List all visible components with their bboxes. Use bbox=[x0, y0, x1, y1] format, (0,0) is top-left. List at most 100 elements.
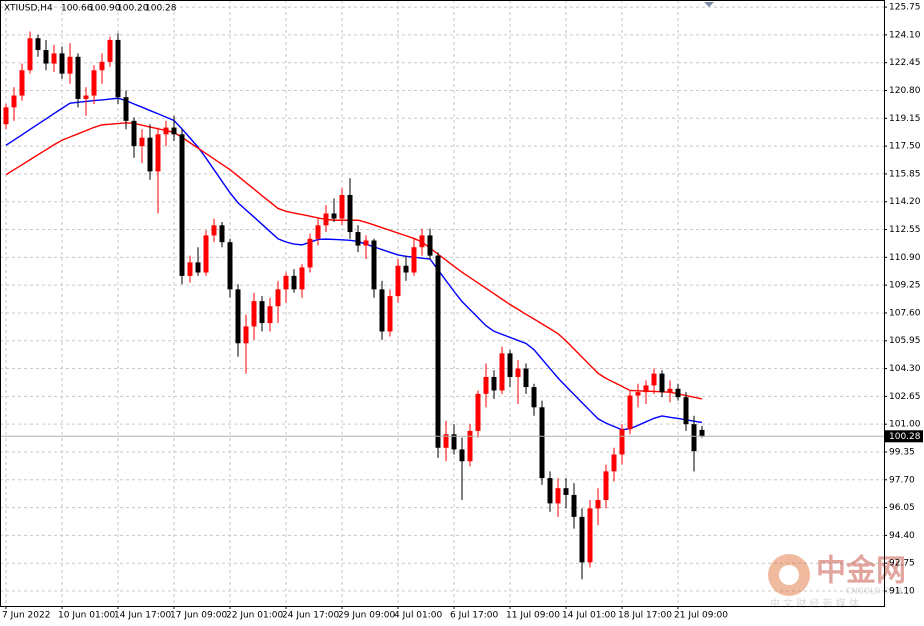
watermark-site: CNGOLD.COM bbox=[846, 587, 902, 596]
candle-body bbox=[571, 494, 577, 517]
candle-body bbox=[283, 275, 289, 290]
y-tick-label: 122.45 bbox=[889, 58, 921, 68]
last-price-box bbox=[885, 430, 923, 443]
moving-average bbox=[5, 97, 703, 431]
quote-close: 100.28 bbox=[145, 4, 177, 14]
x-tick-label: 22 Jun 01:00 bbox=[226, 611, 283, 621]
y-tick-label: 110.90 bbox=[889, 253, 921, 263]
candle-body bbox=[443, 434, 449, 448]
candle-body bbox=[683, 397, 689, 425]
candle-body bbox=[19, 70, 25, 96]
candle-body bbox=[91, 70, 97, 96]
candle-body bbox=[467, 430, 473, 462]
y-tick-label: 114.20 bbox=[889, 197, 921, 207]
watermark-logo-inner bbox=[779, 565, 799, 585]
watermark-logo bbox=[768, 554, 810, 596]
candle-body bbox=[587, 508, 593, 563]
y-tick-label: 102.65 bbox=[889, 392, 921, 402]
candle-body bbox=[531, 387, 537, 408]
candle-body bbox=[419, 235, 425, 248]
x-tick-label: 18 Jul 17:00 bbox=[618, 611, 672, 621]
candle-body bbox=[491, 376, 497, 391]
candle-body bbox=[123, 97, 129, 121]
quote-low: 100.20 bbox=[117, 4, 149, 14]
candle-body bbox=[99, 61, 105, 71]
x-tick-label: 29 Jun 09:00 bbox=[338, 611, 395, 621]
candle-body bbox=[131, 120, 137, 147]
y-tick-label: 101.00 bbox=[889, 420, 921, 430]
y-tick-label: 115.85 bbox=[889, 169, 921, 179]
candle-body bbox=[363, 240, 369, 246]
candle-body bbox=[187, 262, 193, 276]
candle-body bbox=[379, 289, 385, 332]
candle-body bbox=[235, 289, 241, 344]
candle-body bbox=[659, 373, 665, 393]
candle-body bbox=[699, 429, 705, 437]
quote-high: 100.90 bbox=[89, 4, 121, 14]
plot-border bbox=[0, 0, 885, 607]
candle-body bbox=[691, 424, 697, 452]
y-tick-label: 104.30 bbox=[889, 364, 921, 374]
y-tick-label: 91.10 bbox=[889, 587, 915, 597]
candle-body bbox=[251, 301, 257, 327]
candle-body bbox=[43, 50, 49, 64]
candle-body bbox=[643, 385, 649, 393]
y-tick-label: 97.70 bbox=[889, 475, 915, 485]
candle-body bbox=[483, 376, 489, 394]
candle-body bbox=[323, 213, 329, 226]
candle-body bbox=[355, 232, 361, 246]
candle-body bbox=[107, 39, 113, 62]
x-tick-label: 10 Jun 01:00 bbox=[58, 611, 115, 621]
y-tick-label: 96.05 bbox=[889, 503, 915, 513]
x-tick-label: 24 Jun 17:00 bbox=[282, 611, 339, 621]
quote-open: 100.66 bbox=[61, 4, 93, 14]
candle-body bbox=[195, 262, 201, 273]
y-tick-label: 92.75 bbox=[889, 559, 915, 569]
candle-body bbox=[563, 488, 569, 495]
y-tick-label: 94.40 bbox=[889, 531, 915, 541]
candle-body bbox=[675, 388, 681, 398]
candle-body bbox=[155, 134, 161, 172]
candle-body bbox=[275, 289, 281, 307]
last-price-label: 100.28 bbox=[889, 432, 921, 442]
candle-body bbox=[331, 213, 337, 219]
candle-body bbox=[163, 127, 169, 135]
candle-body bbox=[411, 247, 417, 273]
y-tick-label: 105.95 bbox=[889, 336, 921, 346]
candle-body bbox=[635, 392, 641, 396]
candle-body bbox=[627, 395, 633, 430]
candle-body bbox=[179, 134, 185, 276]
x-tick-label: 11 Jul 09:00 bbox=[506, 611, 560, 621]
candle-body bbox=[451, 434, 457, 450]
candle-body bbox=[595, 500, 601, 509]
candle-body bbox=[267, 306, 273, 324]
candle-body bbox=[243, 326, 249, 344]
candle-body bbox=[307, 238, 313, 268]
watermark-title: 中金网 bbox=[816, 554, 906, 589]
candle-body bbox=[83, 95, 89, 99]
candle-body bbox=[347, 194, 353, 233]
candle-body bbox=[211, 225, 217, 236]
y-tick-label: 112.55 bbox=[889, 225, 921, 235]
candle-body bbox=[371, 240, 377, 290]
x-tick-label: 6 Jul 17:00 bbox=[450, 611, 499, 621]
candle-body bbox=[555, 488, 561, 504]
candle-body bbox=[315, 225, 321, 239]
x-tick-label: 17 Jun 09:00 bbox=[170, 611, 227, 621]
x-tick-label: 7 Jun 2022 bbox=[2, 611, 50, 621]
x-tick-label: 14 Jul 01:00 bbox=[562, 611, 616, 621]
candle-body bbox=[3, 107, 9, 125]
candle-body bbox=[459, 449, 465, 462]
candle-body bbox=[475, 393, 481, 431]
candle-body bbox=[603, 471, 609, 501]
y-tick-label: 109.25 bbox=[889, 281, 921, 291]
candle-body bbox=[387, 296, 393, 332]
y-tick-label: 107.60 bbox=[889, 308, 921, 318]
candle-body bbox=[547, 478, 553, 504]
candle-body bbox=[147, 137, 153, 172]
x-tick-label: 21 Jul 09:00 bbox=[674, 611, 728, 621]
y-tick-label: 99.35 bbox=[889, 447, 915, 457]
x-tick-label: 4 Jul 01:00 bbox=[394, 611, 443, 621]
